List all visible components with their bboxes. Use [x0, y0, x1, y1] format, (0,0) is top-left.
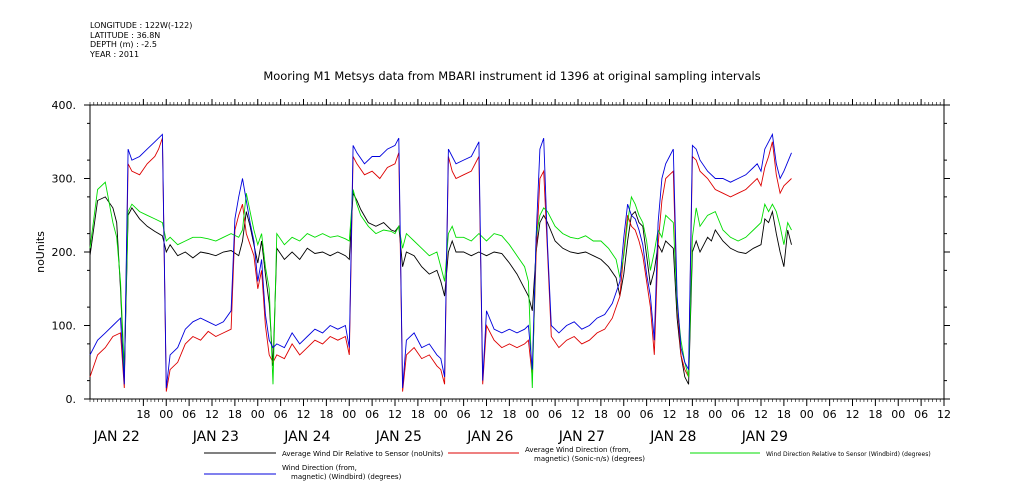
x-tick-label: 00 [159, 408, 173, 421]
day-label: JAN 24 [283, 429, 330, 445]
day-label: JAN 29 [741, 429, 788, 445]
day-label: JAN 22 [93, 429, 140, 445]
legend: Average Wind Dir Relative to Sensor (noU… [204, 446, 931, 481]
series-line-1 [89, 137, 792, 392]
x-tick-label: 00 [800, 408, 814, 421]
day-label: JAN 28 [649, 429, 696, 445]
legend-label-3: Wind Direction (from, magnetic) (Windbird… [282, 464, 402, 481]
series-line-0 [89, 191, 792, 385]
y-tick-label: 300. [52, 173, 77, 186]
x-tick-label: 12 [388, 408, 402, 421]
day-label: JAN 25 [375, 429, 422, 445]
x-tick-label: 12 [480, 408, 494, 421]
plot-frame [89, 104, 945, 400]
legend-label-0: Average Wind Dir Relative to Sensor (noU… [282, 450, 443, 458]
x-tick-label: 00 [251, 408, 265, 421]
x-tick-label: 18 [685, 408, 699, 421]
legend-label-2: Wind Direction Relative to Sensor (Windb… [766, 451, 931, 458]
longitude-label: LONGITUDE : 122W(-122) [90, 21, 193, 30]
day-label: JAN 27 [558, 429, 605, 445]
x-tick-label: 06 [640, 408, 654, 421]
axes-layer: 0. 100. 200. 300. 400. 18 00 06 12 18 00 06 12 18 00 06… [52, 99, 951, 445]
x-tick-label: 06 [914, 408, 928, 421]
x-tick-label: 18 [136, 408, 150, 421]
latitude-label: LATITUDE : 36.8N [90, 30, 161, 40]
x-tick-label: 12 [846, 408, 860, 421]
y-axis-label: noUnits [34, 231, 47, 273]
x-tick-label: 06 [823, 408, 837, 421]
x-tick-label: 18 [319, 408, 333, 421]
x-tick-label: 12 [754, 408, 768, 421]
y-tick-label: 0. [66, 393, 77, 406]
x-tick-label: 00 [525, 408, 539, 421]
y-tick-label: 200. [52, 246, 77, 259]
x-tick-label: 18 [777, 408, 791, 421]
x-tick-label: 12 [663, 408, 677, 421]
x-tick-label: 12 [205, 408, 219, 421]
series-layer [89, 132, 792, 392]
series-line-3 [89, 132, 792, 389]
y-tick-label: 100. [52, 320, 77, 333]
x-tick-label: 00 [617, 408, 631, 421]
day-label: JAN 26 [466, 429, 513, 445]
x-tick-label: 18 [411, 408, 425, 421]
x-tick-label: 18 [502, 408, 516, 421]
chart-title: Mooring M1 Metsys data from MBARI instru… [263, 69, 760, 83]
day-label: JAN 23 [192, 429, 239, 445]
x-tick-label: 12 [297, 408, 311, 421]
x-tick-label: 00 [891, 408, 905, 421]
x-tick-label: 00 [434, 408, 448, 421]
x-tick-label: 06 [548, 408, 562, 421]
x-tick-label: 06 [731, 408, 745, 421]
x-tick-label: 06 [182, 408, 196, 421]
legend-label-1: Average Wind Direction (from, magnetic) (… [525, 446, 645, 463]
x-tick-label: 00 [342, 408, 356, 421]
x-tick-label: 06 [457, 408, 471, 421]
x-tick-label: 00 [708, 408, 722, 421]
x-tick-label: 12 [571, 408, 585, 421]
metadata-block: LONGITUDE : 122W(-122) LATITUDE : 36.8N … [90, 21, 192, 59]
x-tick-label: 06 [274, 408, 288, 421]
x-tick-label: 18 [228, 408, 242, 421]
x-tick-label: 06 [365, 408, 379, 421]
x-tick-label: 18 [868, 408, 882, 421]
depth-label: DEPTH (m) : -2.5 [90, 40, 157, 49]
series-line-2 [89, 181, 792, 389]
x-tick-label: 12 [937, 408, 951, 421]
x-tick-label: 18 [594, 408, 608, 421]
y-tick-label: 400. [52, 99, 77, 112]
year-label: YEAR : 2011 [90, 49, 140, 59]
